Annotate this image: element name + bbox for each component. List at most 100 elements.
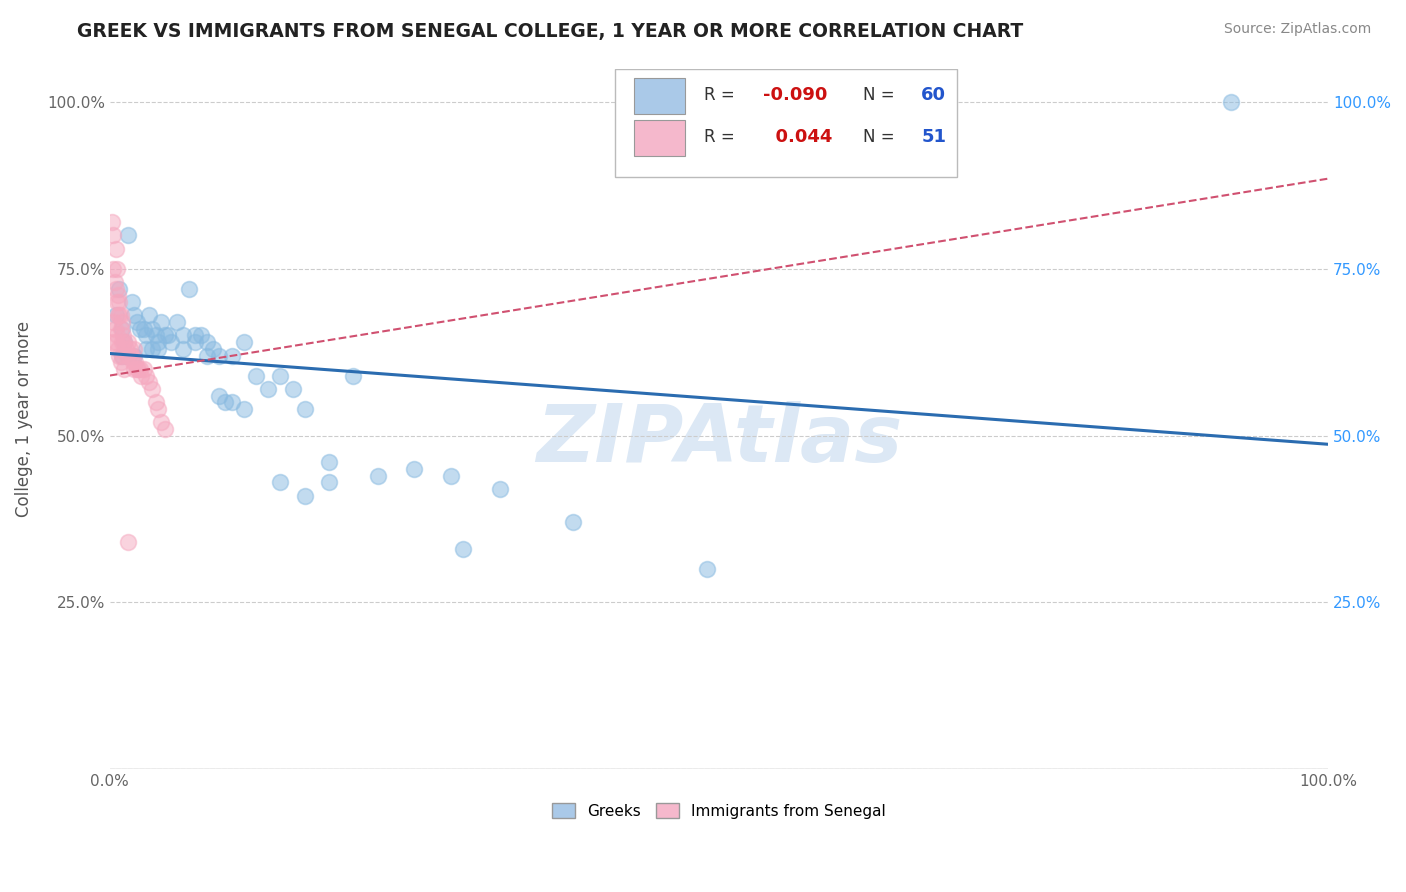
Point [104,335,127,350]
Point [122,342,145,356]
Point [208,388,231,402]
Point [129,322,152,336]
Point [141,342,163,356]
Point [112,335,135,350]
Point [135,342,157,356]
Point [111,335,134,350]
Point [440,468,463,483]
Point [269,475,291,490]
Point [184,328,207,343]
Point [149,315,172,329]
Point [127,362,149,376]
Text: -0.090: -0.090 [763,87,827,104]
Point [1219,95,1241,109]
Text: N =: N = [863,87,900,104]
Point [107,309,129,323]
Point [107,288,129,302]
Point [138,375,160,389]
Point [101,215,124,229]
Point [294,489,316,503]
Point [104,309,127,323]
Point [245,368,267,383]
Text: R =: R = [704,128,741,146]
Point [367,468,389,483]
Point [232,335,254,350]
Point [125,315,148,329]
Text: 60: 60 [921,87,946,104]
Point [342,368,364,383]
Point [101,335,124,350]
Point [105,261,128,276]
Point [294,401,316,416]
Point [135,368,157,383]
Point [166,315,188,329]
Point [124,355,146,369]
Point [115,349,138,363]
Point [281,382,304,396]
Point [488,482,510,496]
Point [177,282,200,296]
Point [103,315,125,329]
Point [129,362,152,376]
Point [125,362,148,376]
Point [105,328,128,343]
Text: GREEK VS IMMIGRANTS FROM SENEGAL COLLEGE, 1 YEAR OR MORE CORRELATION CHART: GREEK VS IMMIGRANTS FROM SENEGAL COLLEGE… [77,22,1024,41]
Point [112,328,135,343]
Point [132,322,155,336]
Point [696,562,718,576]
Point [148,335,170,350]
Point [118,349,141,363]
Point [117,535,139,549]
Point [451,542,474,557]
Point [117,349,139,363]
Point [157,328,180,343]
Point [111,322,134,336]
Y-axis label: College, 1 year or more: College, 1 year or more [15,321,32,517]
Point [120,342,142,356]
Point [104,282,127,296]
Point [184,335,207,350]
Point [145,395,167,409]
Point [103,228,125,243]
Point [318,475,340,490]
Point [149,415,172,429]
Point [108,309,131,323]
Point [221,395,243,409]
Point [121,349,143,363]
Point [117,335,139,350]
Point [111,315,134,329]
Point [111,349,134,363]
Point [561,516,583,530]
Point [112,335,135,350]
FancyBboxPatch shape [634,120,685,156]
Point [153,328,176,343]
Text: ZIPAtlas: ZIPAtlas [536,401,903,479]
Point [148,401,170,416]
Point [108,295,131,310]
Point [117,228,139,243]
Text: Source: ZipAtlas.com: Source: ZipAtlas.com [1223,22,1371,37]
Point [190,328,212,343]
Text: N =: N = [863,128,900,146]
Point [404,462,426,476]
Point [214,395,236,409]
FancyBboxPatch shape [616,69,956,178]
Point [148,342,170,356]
Point [208,349,231,363]
Point [145,328,167,343]
Point [153,422,176,436]
Point [111,349,134,363]
Point [122,355,145,369]
Text: R =: R = [704,87,741,104]
Point [131,368,153,383]
Point [110,355,132,369]
Point [108,282,131,296]
Point [114,342,136,356]
Point [159,335,181,350]
Point [195,349,218,363]
Point [122,309,145,323]
Point [112,362,135,376]
Point [138,309,160,323]
Point [269,368,291,383]
Text: 51: 51 [921,128,946,146]
